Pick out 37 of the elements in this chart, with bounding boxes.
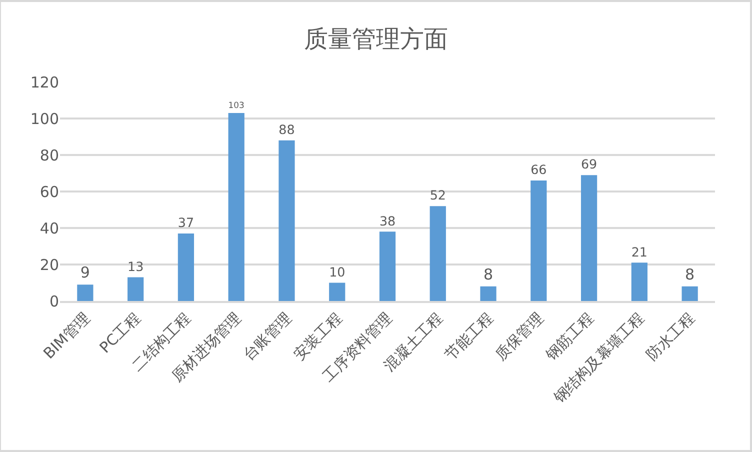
bar — [430, 206, 446, 301]
bar — [379, 232, 396, 301]
bar — [631, 262, 648, 301]
data-label: 66 — [530, 162, 547, 178]
bar — [580, 175, 598, 301]
bar — [682, 286, 698, 301]
data-label: 52 — [430, 188, 446, 203]
bar — [329, 282, 346, 301]
data-label: 10 — [329, 264, 346, 280]
data-label: 13 — [128, 258, 144, 274]
data-label: 38 — [379, 213, 396, 228]
bar — [530, 180, 547, 301]
data-label: 37 — [178, 215, 194, 230]
data-label: 9 — [80, 264, 90, 282]
x-tick-label: BIM管理 — [40, 308, 94, 362]
y-tick-label: 120 — [30, 73, 59, 92]
data-label: 8 — [685, 265, 695, 284]
bar — [228, 113, 244, 301]
data-label: 8 — [483, 265, 494, 284]
data-label: 21 — [631, 244, 648, 260]
y-tick-label: 80 — [40, 146, 59, 164]
chart-title: 质量管理方面 — [304, 24, 448, 53]
bar — [77, 284, 94, 301]
y-tick-label: 100 — [30, 110, 59, 128]
bar — [278, 140, 295, 301]
data-label: 103 — [228, 100, 244, 110]
data-label: 88 — [278, 122, 295, 138]
y-tick-label: 0 — [49, 292, 59, 310]
bar — [480, 286, 496, 301]
y-tick-label: 20 — [40, 256, 59, 274]
x-tick-label: 防水工程 — [642, 308, 698, 364]
x-tick-label: PC工程 — [96, 308, 144, 357]
bar — [178, 233, 194, 301]
y-tick-label: 40 — [40, 219, 59, 238]
data-label: 69 — [580, 156, 598, 172]
bar — [128, 277, 144, 301]
y-tick-label: 60 — [40, 182, 59, 201]
